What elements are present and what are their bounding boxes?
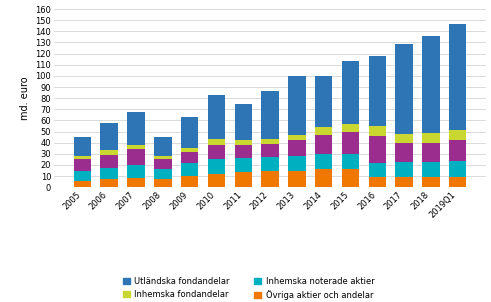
Bar xyxy=(181,117,198,148)
Bar xyxy=(235,104,252,140)
Bar xyxy=(127,111,145,145)
Bar xyxy=(261,157,279,171)
Bar xyxy=(395,43,413,134)
Bar xyxy=(449,24,466,130)
Bar xyxy=(127,149,145,165)
Bar xyxy=(261,139,279,144)
Bar xyxy=(395,162,413,177)
Bar xyxy=(449,177,466,187)
Bar xyxy=(342,61,359,124)
Bar xyxy=(422,162,439,177)
Bar xyxy=(261,171,279,187)
Bar xyxy=(395,177,413,187)
Bar xyxy=(208,139,225,145)
Bar xyxy=(369,177,386,187)
Bar xyxy=(74,159,91,171)
Bar xyxy=(181,163,198,176)
Bar xyxy=(422,177,439,187)
Bar xyxy=(315,127,332,135)
Bar xyxy=(288,76,305,135)
Y-axis label: md. euro: md. euro xyxy=(20,76,30,120)
Bar xyxy=(154,137,171,156)
Bar xyxy=(315,169,332,187)
Bar xyxy=(449,160,466,177)
Bar xyxy=(261,144,279,157)
Bar xyxy=(369,136,386,163)
Bar xyxy=(369,56,386,126)
Bar xyxy=(235,145,252,158)
Bar xyxy=(101,123,118,150)
Bar xyxy=(101,155,118,168)
Bar xyxy=(74,181,91,187)
Bar xyxy=(342,169,359,187)
Bar xyxy=(422,133,439,143)
Bar xyxy=(315,76,332,127)
Bar xyxy=(315,135,332,154)
Bar xyxy=(154,159,171,169)
Bar xyxy=(315,154,332,169)
Bar xyxy=(74,156,91,159)
Bar xyxy=(154,169,171,179)
Bar xyxy=(235,172,252,187)
Bar xyxy=(127,165,145,178)
Bar xyxy=(127,178,145,187)
Bar xyxy=(369,126,386,136)
Bar xyxy=(342,124,359,132)
Bar xyxy=(449,130,466,140)
Bar xyxy=(288,140,305,156)
Bar xyxy=(101,168,118,179)
Bar xyxy=(154,156,171,159)
Bar xyxy=(369,163,386,177)
Bar xyxy=(74,171,91,181)
Bar xyxy=(181,148,198,152)
Bar xyxy=(422,143,439,162)
Bar xyxy=(101,179,118,187)
Bar xyxy=(395,143,413,162)
Bar xyxy=(235,140,252,145)
Bar xyxy=(74,137,91,156)
Bar xyxy=(208,95,225,139)
Bar xyxy=(288,135,305,140)
Bar xyxy=(395,134,413,143)
Bar xyxy=(342,132,359,154)
Bar xyxy=(181,176,198,187)
Bar xyxy=(208,145,225,159)
Bar xyxy=(288,156,305,171)
Bar xyxy=(181,152,198,163)
Bar xyxy=(342,154,359,169)
Bar xyxy=(154,179,171,187)
Bar xyxy=(208,159,225,174)
Bar xyxy=(261,92,279,139)
Bar xyxy=(127,145,145,149)
Bar xyxy=(235,158,252,172)
Bar xyxy=(449,140,466,160)
Bar xyxy=(101,150,118,155)
Legend: Utländska fondandelar, Inhemska fondandelar, Utländska noterade aktier, Inhemska: Utländska fondandelar, Inhemska fondande… xyxy=(119,273,378,302)
Bar xyxy=(422,36,439,133)
Bar xyxy=(208,174,225,187)
Bar xyxy=(288,171,305,187)
